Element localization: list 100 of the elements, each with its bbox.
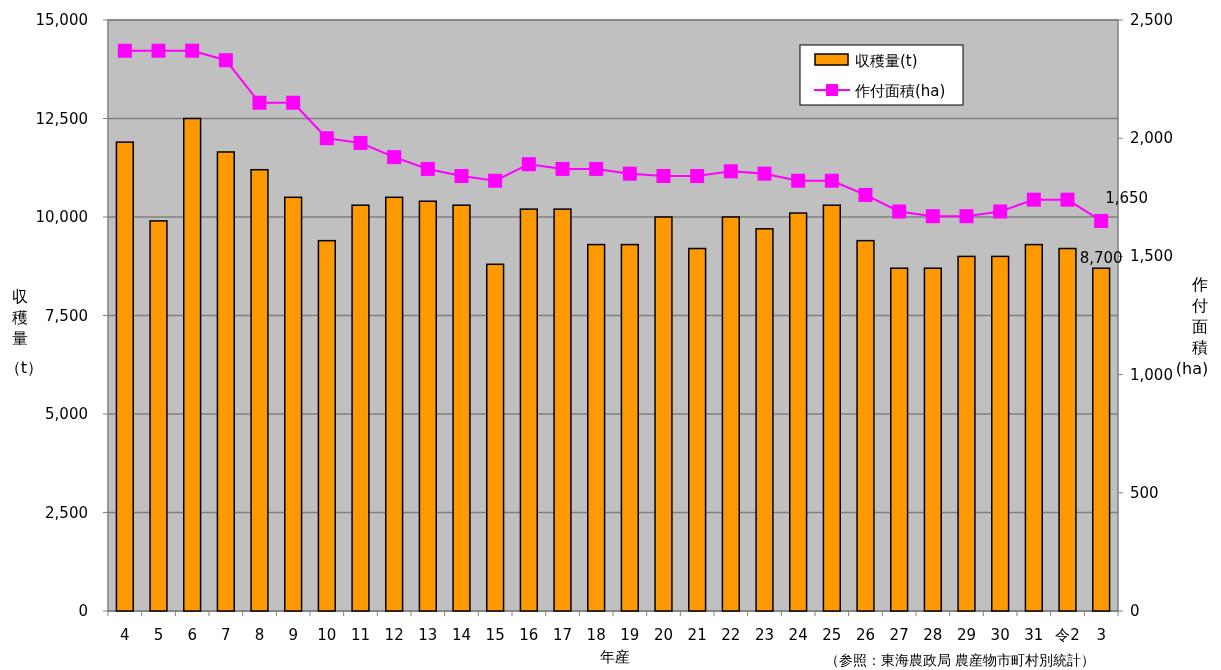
point xyxy=(824,173,839,188)
point xyxy=(993,204,1008,219)
point xyxy=(420,161,435,176)
bar xyxy=(654,216,673,612)
point xyxy=(723,164,738,179)
x-tick-label: 23 xyxy=(754,626,775,644)
x-tick-label: 4 xyxy=(120,626,130,644)
x-tick-label: 8 xyxy=(254,626,265,644)
bar xyxy=(1058,247,1077,612)
point xyxy=(488,173,503,188)
bar xyxy=(284,196,303,612)
bar xyxy=(923,267,942,612)
bar xyxy=(822,204,841,612)
x-tick-label: 20 xyxy=(653,626,674,644)
x-tick-label: 28 xyxy=(923,626,943,644)
x-tick-label: 11 xyxy=(350,626,371,644)
point xyxy=(1060,192,1075,207)
x-tick-label: 14 xyxy=(451,626,472,644)
point xyxy=(185,43,200,58)
point xyxy=(286,95,301,110)
x-tick-label: 19 xyxy=(620,626,640,644)
bar xyxy=(183,117,202,612)
x-tick-label: 12 xyxy=(384,626,404,644)
x-tick-label: 9 xyxy=(288,626,298,644)
bar xyxy=(789,212,808,612)
bar xyxy=(856,239,875,612)
bar xyxy=(519,208,538,612)
x-tick-label: 15 xyxy=(485,626,505,644)
bar xyxy=(721,216,740,612)
bar xyxy=(149,220,168,612)
y2-tick-label: 500 xyxy=(1130,483,1159,502)
bar xyxy=(587,243,606,612)
point xyxy=(151,43,166,58)
y2-tick-label: 1,500 xyxy=(1130,247,1173,266)
x-tick-label: 3 xyxy=(1096,626,1106,644)
point xyxy=(656,169,671,184)
bar xyxy=(317,239,336,612)
y2-axis-title: 作付面積(ha) xyxy=(1175,275,1209,378)
y2-tick-label: 1,000 xyxy=(1130,365,1173,384)
bar xyxy=(957,255,976,612)
point xyxy=(622,166,637,181)
point xyxy=(791,173,806,188)
point xyxy=(218,53,233,68)
bar xyxy=(991,255,1010,612)
bar xyxy=(418,200,437,612)
y-tick-label: 0 xyxy=(78,602,88,620)
x-tick-label: 26 xyxy=(855,626,876,644)
x-tick-label: 18 xyxy=(586,626,606,644)
point xyxy=(252,95,267,110)
x-tick-label: 17 xyxy=(552,626,573,644)
x-tick-label: 16 xyxy=(519,626,539,644)
point xyxy=(757,166,772,181)
bar xyxy=(250,168,269,612)
point xyxy=(1094,213,1109,228)
bar xyxy=(115,141,134,612)
bar xyxy=(486,263,505,612)
y-tick-label: 7,500 xyxy=(45,306,88,325)
bar xyxy=(351,204,370,612)
x-tick-label: 24 xyxy=(788,626,808,644)
point xyxy=(1026,192,1041,207)
x-tick-label: 5 xyxy=(153,626,164,644)
point xyxy=(117,43,132,58)
point xyxy=(589,161,604,176)
y2-tick-label: 2,500 xyxy=(1130,11,1173,29)
x-tick-label: 25 xyxy=(822,626,842,644)
x-tick-label: 22 xyxy=(721,626,741,644)
x-tick-label: 29 xyxy=(956,626,977,644)
bar xyxy=(452,204,471,612)
x-tick-label: 31 xyxy=(1024,626,1044,644)
point xyxy=(387,150,402,165)
bar xyxy=(755,228,774,612)
y-tick-label: 2,500 xyxy=(45,503,88,522)
point xyxy=(319,131,334,146)
legend-label: 収穫量(t) xyxy=(855,52,918,70)
y-axis-title: 収穫量（t） xyxy=(4,287,44,377)
legend-label: 作付面積(ha) xyxy=(854,82,946,100)
bar xyxy=(688,247,707,612)
x-tick-label: 10 xyxy=(317,626,337,644)
x-tick-label: 13 xyxy=(418,626,438,644)
data-label: 1,650 xyxy=(1105,188,1149,207)
bar xyxy=(216,151,235,612)
point xyxy=(353,135,368,150)
x-tick-label: 27 xyxy=(889,626,909,644)
point xyxy=(892,204,907,219)
point xyxy=(454,169,469,184)
x-tick-label: 7 xyxy=(221,626,231,644)
x-tick-label: 30 xyxy=(990,626,1010,644)
point xyxy=(959,209,974,224)
point xyxy=(925,209,940,224)
y-tick-label: 5,000 xyxy=(45,405,88,423)
point xyxy=(690,169,705,184)
x-tick-label: 21 xyxy=(687,626,707,644)
point xyxy=(858,187,873,202)
y-tick-label: 15,000 xyxy=(35,11,88,29)
x-tick-label: 6 xyxy=(187,626,197,644)
y2-tick-label: 0 xyxy=(1130,602,1140,620)
point xyxy=(555,161,570,176)
x-axis-title: 年産 xyxy=(600,648,630,666)
y2-tick-label: 2,000 xyxy=(1130,129,1173,148)
point xyxy=(521,157,536,172)
